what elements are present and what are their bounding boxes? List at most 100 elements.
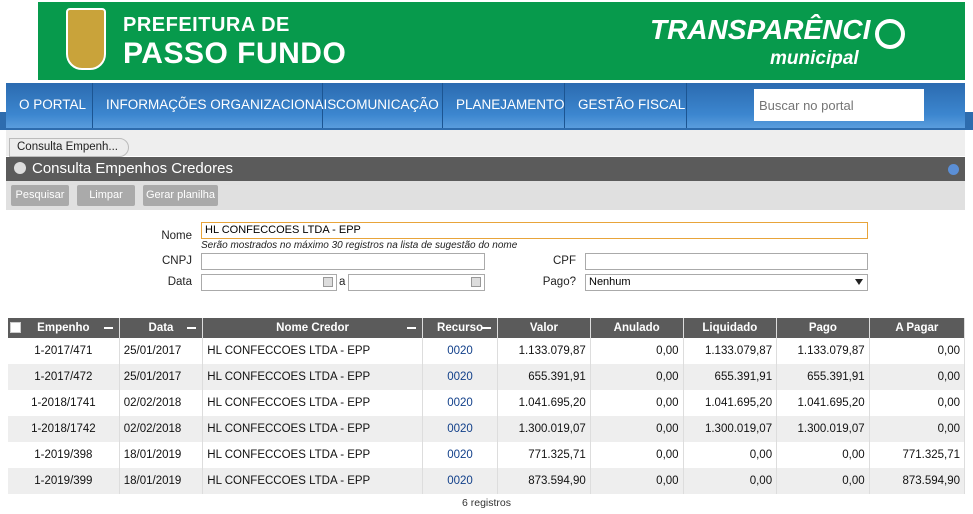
column-header-a-pagar[interactable]: A Pagar xyxy=(869,318,966,338)
cell-pago: 1.133.079,87 xyxy=(776,338,870,364)
cell-anulado: 0,00 xyxy=(590,468,684,494)
cpf-label: CPF xyxy=(553,255,576,267)
cell-valor: 873.594,90 xyxy=(497,468,591,494)
cell-liquidado: 1.041.695,20 xyxy=(683,390,778,416)
nav-comunicacao[interactable]: COMUNICAÇÃO xyxy=(323,83,443,128)
cell-nome-credor: HL CONFECCOES LTDA - EPP xyxy=(202,442,423,468)
collapse-icon[interactable] xyxy=(406,327,416,329)
column-header-label: Nome Credor xyxy=(276,322,350,334)
cell-data: 18/01/2019 xyxy=(119,442,204,468)
cell-empenho: 1-2017/471 xyxy=(8,338,120,364)
collapse-icon[interactable] xyxy=(187,327,197,329)
search-input[interactable] xyxy=(754,89,924,121)
header-title-2: PASSO FUNDO xyxy=(123,37,347,70)
table-row[interactable]: 1-2019/399 18/01/2019 HL CONFECCOES LTDA -… xyxy=(8,468,966,494)
city-crest-logo xyxy=(66,8,106,70)
export-spreadsheet-button[interactable]: Gerar planilha xyxy=(143,185,218,206)
cell-a-pagar: 0,00 xyxy=(869,390,966,416)
cell-data: 02/02/2018 xyxy=(119,390,204,416)
column-header-label: Anulado xyxy=(613,322,660,334)
column-header-liquidado[interactable]: Liquidado xyxy=(683,318,778,338)
clear-button[interactable]: Limpar xyxy=(77,185,135,206)
cell-nome-credor: HL CONFECCOES LTDA - EPP xyxy=(202,390,423,416)
column-header-valor[interactable]: Valor xyxy=(497,318,591,338)
cell-valor: 1.041.695,20 xyxy=(497,390,591,416)
cell-nome-credor: HL CONFECCOES LTDA - EPP xyxy=(202,468,423,494)
cell-data: 02/02/2018 xyxy=(119,416,204,442)
help-icon[interactable] xyxy=(948,164,959,175)
cell-a-pagar: 0,00 xyxy=(869,416,966,442)
column-header-anulado[interactable]: Anulado xyxy=(590,318,684,338)
column-header-nome-credor[interactable]: Nome Credor xyxy=(202,318,423,338)
cell-recurso: 0020 xyxy=(422,442,499,468)
cell-valor: 655.391,91 xyxy=(497,364,591,390)
cell-anulado: 0,00 xyxy=(590,416,684,442)
calendar-icon[interactable] xyxy=(471,277,481,287)
table-row[interactable]: 1-2017/471 25/01/2017 HL CONFECCOES LTDA -… xyxy=(8,338,966,364)
main-nav: O PORTAL INFORMAÇÕES ORGANIZACIONAIS COM… xyxy=(6,83,965,128)
breadcrumb-bar xyxy=(6,130,965,156)
data-start-input[interactable] xyxy=(201,274,337,291)
search-button[interactable]: Pesquisar xyxy=(11,185,69,206)
cell-pago: 0,00 xyxy=(776,468,870,494)
cell-data: 25/01/2017 xyxy=(119,364,204,390)
nome-hint: Serão mostrados no máximo 30 registros n… xyxy=(201,240,518,251)
cell-anulado: 0,00 xyxy=(590,338,684,364)
table-row[interactable]: 1-2017/472 25/01/2017 HL CONFECCOES LTDA -… xyxy=(8,364,966,390)
cell-recurso: 0020 xyxy=(422,338,499,364)
column-header-pago[interactable]: Pago xyxy=(776,318,870,338)
header-title-1: PREFEITURA DE xyxy=(123,14,290,36)
breadcrumb-tab[interactable]: Consulta Empenh... xyxy=(9,138,130,157)
brand-title: TRANSPARÊNCI xyxy=(650,14,871,45)
site-header xyxy=(38,2,965,80)
magnifier-icon xyxy=(875,19,905,49)
nav-gestao-fiscal[interactable]: GESTÃO FISCAL xyxy=(565,83,687,128)
pago-select[interactable]: Nenhum xyxy=(585,274,868,291)
cell-empenho: 1-2017/472 xyxy=(8,364,120,390)
cell-liquidado: 1.133.079,87 xyxy=(683,338,778,364)
cell-recurso: 0020 xyxy=(422,390,499,416)
table-row[interactable]: 1-2018/1741 02/02/2018 HL CONFECCOES LTDA … xyxy=(8,390,966,416)
calendar-icon[interactable] xyxy=(323,277,333,287)
cell-nome-credor: HL CONFECCOES LTDA - EPP xyxy=(202,364,423,390)
cell-pago: 655.391,91 xyxy=(776,364,870,390)
column-header-label: Data xyxy=(148,322,174,334)
column-header-label: Empenho xyxy=(37,322,90,334)
collapse-icon[interactable] xyxy=(103,327,113,329)
cell-liquidado: 0,00 xyxy=(683,468,778,494)
table-row[interactable]: 1-2018/1742 02/02/2018 HL CONFECCOES LTDA … xyxy=(8,416,966,442)
nav-o-portal[interactable]: O PORTAL xyxy=(6,83,93,128)
cnpj-label: CNPJ xyxy=(161,255,192,267)
select-all-checkbox[interactable] xyxy=(10,322,21,333)
column-header-label: A Pagar xyxy=(895,322,939,334)
cpf-input[interactable] xyxy=(585,253,868,270)
cell-data: 25/01/2017 xyxy=(119,338,204,364)
cell-nome-credor: HL CONFECCOES LTDA - EPP xyxy=(202,338,423,364)
cell-a-pagar: 0,00 xyxy=(869,338,966,364)
cell-empenho: 1-2018/1741 xyxy=(8,390,120,416)
nav-informacoes[interactable]: INFORMAÇÕES ORGANIZACIONAIS xyxy=(93,83,336,128)
cell-anulado: 0,00 xyxy=(590,442,684,468)
collapse-icon[interactable] xyxy=(482,327,492,329)
cell-liquidado: 1.300.019,07 xyxy=(683,416,778,442)
data-label: Data xyxy=(167,276,192,288)
cell-liquidado: 0,00 xyxy=(683,442,778,468)
cell-recurso: 0020 xyxy=(422,364,499,390)
column-header-recurso[interactable]: Recurso xyxy=(422,318,499,338)
column-header-data[interactable]: Data xyxy=(119,318,204,338)
data-separator: a xyxy=(339,276,346,288)
dropdown-arrow-icon xyxy=(855,279,863,285)
cell-liquidado: 655.391,91 xyxy=(683,364,778,390)
cell-data: 18/01/2019 xyxy=(119,468,204,494)
cell-a-pagar: 0,00 xyxy=(869,364,966,390)
nav-planejamento[interactable]: PLANEJAMENTO xyxy=(443,83,565,128)
table-row[interactable]: 1-2019/398 18/01/2019 HL CONFECCOES LTDA -… xyxy=(8,442,966,468)
cnpj-input[interactable] xyxy=(201,253,485,270)
cell-recurso: 0020 xyxy=(422,468,499,494)
record-count: 6 registros xyxy=(461,497,512,509)
cell-pago: 1.041.695,20 xyxy=(776,390,870,416)
nome-input[interactable]: HL CONFECCOES LTDA - EPP xyxy=(201,222,868,239)
data-end-input[interactable] xyxy=(348,274,485,291)
column-header-empenho[interactable]: Empenho xyxy=(8,318,120,338)
clock-icon xyxy=(14,162,26,174)
